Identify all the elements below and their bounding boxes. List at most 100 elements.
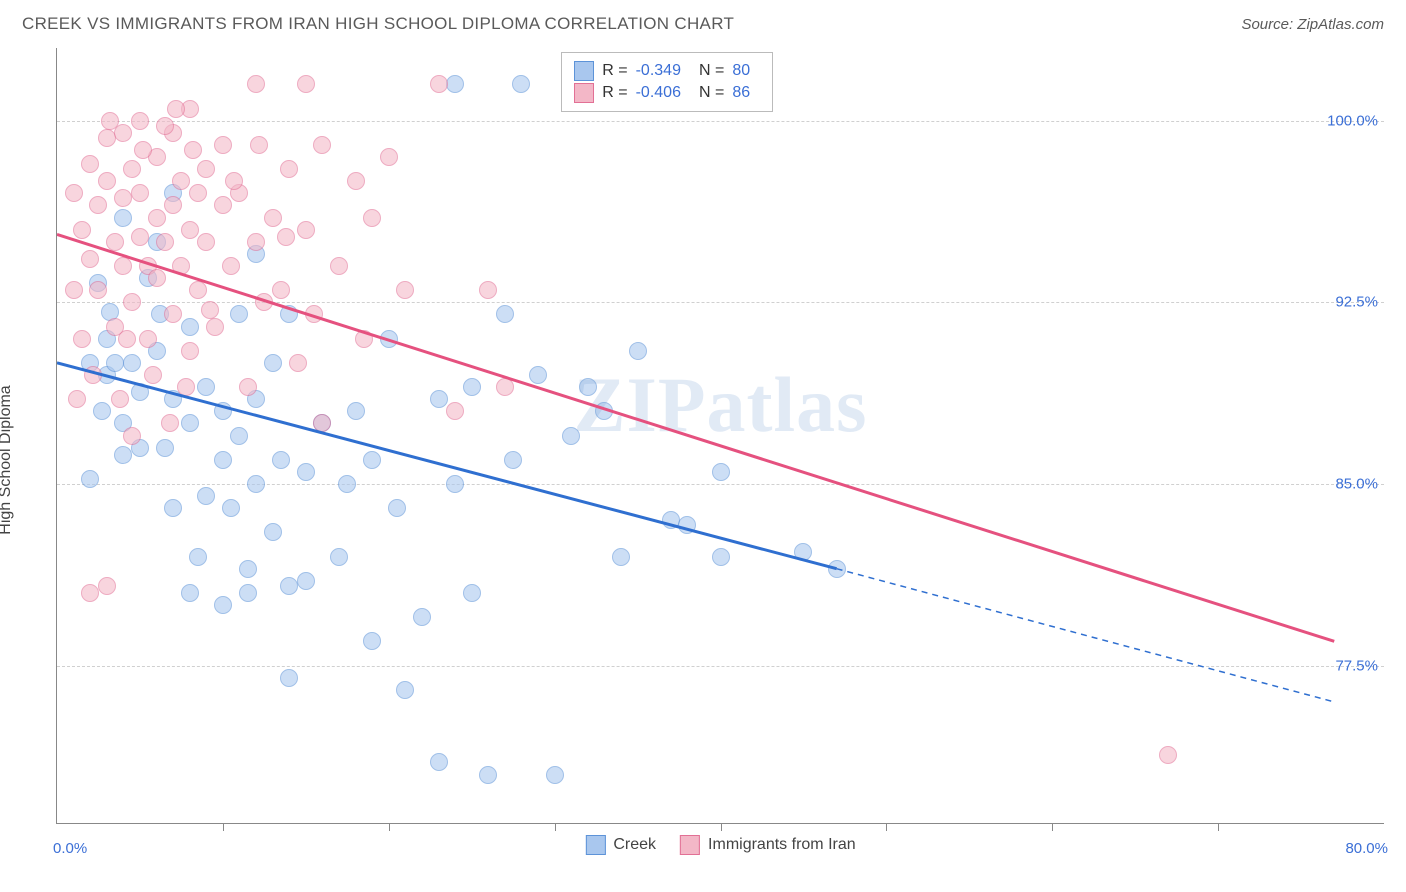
data-point-iran [313, 414, 331, 432]
data-point-iran [123, 160, 141, 178]
data-point-iran [181, 342, 199, 360]
data-point-iran [297, 75, 315, 93]
data-point-creek [239, 560, 257, 578]
data-point-creek [712, 463, 730, 481]
data-point-iran [363, 209, 381, 227]
x-tick [389, 823, 390, 831]
gridline [57, 121, 1384, 122]
data-point-iran [1159, 746, 1177, 764]
y-tick-label: 92.5% [1335, 294, 1378, 311]
x-tick [223, 823, 224, 831]
data-point-iran [280, 160, 298, 178]
data-point-creek [280, 305, 298, 323]
data-point-iran [81, 584, 99, 602]
data-point-iran [131, 112, 149, 130]
data-point-iran [297, 221, 315, 239]
data-point-iran [68, 390, 86, 408]
data-point-creek [629, 342, 647, 360]
data-point-iran [156, 117, 174, 135]
data-point-iran [206, 318, 224, 336]
data-point-creek [297, 463, 315, 481]
data-point-iran [98, 172, 116, 190]
source-label: Source: ZipAtlas.com [1241, 16, 1384, 33]
data-point-creek [347, 402, 365, 420]
data-point-creek [712, 548, 730, 566]
y-tick-label: 77.5% [1335, 657, 1378, 674]
data-point-creek [380, 330, 398, 348]
data-point-creek [197, 487, 215, 505]
data-point-creek [106, 354, 124, 372]
data-point-iran [164, 305, 182, 323]
data-point-creek [280, 577, 298, 595]
data-point-iran [446, 402, 464, 420]
data-point-iran [380, 148, 398, 166]
data-point-creek [504, 451, 522, 469]
data-point-iran [144, 366, 162, 384]
data-point-iran [247, 233, 265, 251]
data-point-creek [181, 414, 199, 432]
data-point-iran [73, 221, 91, 239]
data-point-iran [164, 196, 182, 214]
data-point-iran [131, 228, 149, 246]
data-point-iran [172, 257, 190, 275]
data-point-creek [214, 402, 232, 420]
data-point-iran [123, 293, 141, 311]
data-point-creek [264, 354, 282, 372]
data-point-creek [363, 632, 381, 650]
data-point-creek [189, 548, 207, 566]
data-point-iran [114, 124, 132, 142]
data-point-creek [446, 75, 464, 93]
x-tick [555, 823, 556, 831]
data-point-creek [612, 548, 630, 566]
legend-item-iran: Immigrants from Iran [680, 835, 856, 855]
data-point-iran [272, 281, 290, 299]
legend-row-iran: R =-0.406N =86 [574, 83, 760, 103]
data-point-iran [201, 301, 219, 319]
data-point-iran [255, 293, 273, 311]
data-point-creek [197, 378, 215, 396]
data-point-creek [338, 475, 356, 493]
data-point-creek [247, 475, 265, 493]
legend-swatch [574, 83, 594, 103]
data-point-creek [678, 516, 696, 534]
series-legend: Creek Immigrants from Iran [585, 835, 855, 855]
data-point-creek [131, 383, 149, 401]
data-point-creek [595, 402, 613, 420]
data-point-creek [114, 209, 132, 227]
regression-line-iran [57, 234, 1334, 641]
data-point-iran [264, 209, 282, 227]
data-point-creek [562, 427, 580, 445]
data-point-iran [84, 366, 102, 384]
y-tick-label: 85.0% [1335, 475, 1378, 492]
data-point-iran [89, 281, 107, 299]
data-point-iran [89, 196, 107, 214]
legend-item-creek: Creek [585, 835, 656, 855]
data-point-creek [794, 543, 812, 561]
data-point-iran [313, 136, 331, 154]
data-point-creek [330, 548, 348, 566]
data-point-iran [111, 390, 129, 408]
data-point-creek [529, 366, 547, 384]
y-axis-title: High School Diploma [0, 385, 15, 534]
n-value: 86 [732, 84, 750, 102]
data-point-iran [347, 172, 365, 190]
data-point-iran [73, 330, 91, 348]
y-tick-label: 100.0% [1327, 112, 1378, 129]
data-point-creek [156, 439, 174, 457]
data-point-creek [662, 511, 680, 529]
data-point-iran [65, 184, 83, 202]
x-axis-min-label: 0.0% [53, 840, 87, 857]
data-point-iran [277, 228, 295, 246]
data-point-iran [148, 209, 166, 227]
x-tick [1052, 823, 1053, 831]
x-axis-max-label: 80.0% [1345, 840, 1388, 857]
data-point-iran [81, 250, 99, 268]
data-point-iran [184, 141, 202, 159]
legend-swatch [680, 835, 700, 855]
data-point-iran [177, 378, 195, 396]
x-tick [721, 823, 722, 831]
data-point-creek [230, 427, 248, 445]
data-point-creek [297, 572, 315, 590]
r-label: R = [602, 62, 627, 80]
data-point-iran [197, 160, 215, 178]
